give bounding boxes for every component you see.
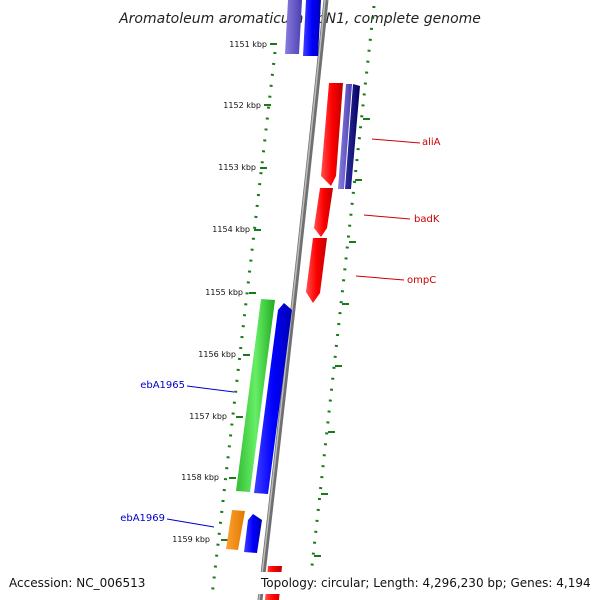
- gene-feature-reverse-dark[interactable]: [345, 84, 360, 189]
- accession-label: Accession: NC_006513: [9, 576, 145, 590]
- genome-summary: Topology: circular; Length: 4,296,230 bp…: [260, 576, 591, 590]
- gene-feature-ebA1969[interactable]: [244, 514, 262, 553]
- leader-line: [355, 275, 405, 281]
- gene-label-aliA[interactable]: aliA: [422, 137, 441, 148]
- scale-label: 1151 kbp: [229, 40, 267, 49]
- leader-line: [363, 214, 411, 220]
- gene-feature-muted[interactable]: [285, 0, 302, 54]
- genome-backbone-highlight: [258, 0, 326, 600]
- gene-feature-other[interactable]: [226, 510, 245, 550]
- gene-feature-reverse[interactable]: [303, 0, 321, 56]
- scale-label: 1159 kbp: [172, 535, 210, 544]
- gene-label-ebA1969[interactable]: ebA1969: [120, 513, 165, 524]
- genome-backbone: [257, 0, 329, 600]
- leader-line: [166, 518, 215, 528]
- leader-line: [371, 138, 421, 144]
- scale-label: 1158 kbp: [181, 473, 219, 482]
- scale-label: 1155 kbp: [205, 288, 243, 297]
- gene-feature-badK[interactable]: [314, 188, 333, 237]
- gene-feature-ompC[interactable]: [306, 238, 327, 303]
- outer-dotted-ring: [309, 5, 376, 576]
- gene-label-badK[interactable]: badK: [414, 214, 440, 225]
- gene-feature-aliA[interactable]: [321, 83, 343, 186]
- footer-summary-bg: [258, 572, 600, 594]
- gene-label-ebA1965[interactable]: ebA1965: [140, 380, 185, 391]
- gene-feature-muted[interactable]: [338, 84, 352, 189]
- leader-line: [186, 385, 235, 393]
- scale-label: 1156 kbp: [198, 350, 236, 359]
- gene-feature-ebA1965[interactable]: [254, 303, 292, 494]
- scale-label: 1154 kbp: [212, 225, 250, 234]
- gene-label-ompC[interactable]: ompC: [407, 275, 436, 286]
- scale-label: 1153 kbp: [218, 163, 256, 172]
- gene-feature-rna[interactable]: [236, 299, 275, 492]
- scale-label: 1157 kbp: [189, 412, 227, 421]
- scale-tick-marks: [221, 43, 370, 557]
- scale-label: 1152 kbp: [223, 101, 261, 110]
